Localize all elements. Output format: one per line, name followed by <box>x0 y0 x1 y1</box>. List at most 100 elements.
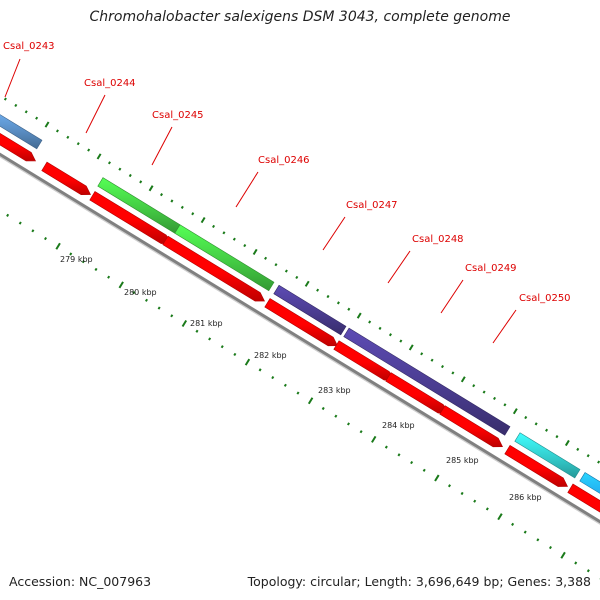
upper-tick <box>451 371 455 375</box>
upper-tick <box>356 312 362 319</box>
lower-tick <box>460 491 464 496</box>
lower-tick <box>397 453 401 457</box>
upper-tick <box>55 129 59 133</box>
lower-tick <box>346 422 350 426</box>
upper-tick <box>35 116 39 120</box>
cds-csal-0243 <box>0 132 36 162</box>
callout-line <box>4 58 21 98</box>
lower-tick <box>81 260 85 264</box>
upper-tick <box>586 454 590 458</box>
upper-tick <box>232 237 236 241</box>
upper-tick <box>170 199 174 203</box>
kbp-label: 279 kbp <box>60 255 93 264</box>
upper-tick <box>191 212 195 216</box>
upper-tick <box>180 205 184 209</box>
lower-tick <box>43 236 48 241</box>
lower-tick <box>384 445 388 449</box>
gene-features <box>0 114 600 513</box>
lower-tick <box>18 221 22 225</box>
lower-tick <box>321 406 325 411</box>
callout-line <box>235 171 259 208</box>
kbp-label: 281 kbp <box>190 319 223 328</box>
cds-csal-0249 <box>439 405 503 448</box>
gene-label: Csal_0250 <box>519 293 571 304</box>
upper-tick <box>252 248 258 256</box>
lower-tick <box>170 314 174 318</box>
kbp-tick-marks <box>3 97 600 580</box>
upper-tick <box>524 415 528 420</box>
lower-tick <box>371 435 377 443</box>
upper-tick <box>555 435 559 439</box>
lower-tick <box>485 507 489 511</box>
upper-tick <box>440 364 444 369</box>
kbp-label: 280 kbp <box>124 288 157 297</box>
upper-tick <box>482 390 486 394</box>
upper-tick <box>14 103 18 108</box>
upper-tick <box>545 428 549 432</box>
gene-csal-0250-feature <box>514 432 581 479</box>
lower-tick <box>523 530 527 534</box>
cds-csal-0247 <box>264 298 338 347</box>
upper-tick <box>326 294 330 299</box>
lower-tick <box>69 252 73 256</box>
kbp-label: 286 kbp <box>509 493 542 502</box>
kbp-label: 282 kbp <box>254 351 287 360</box>
upper-tick <box>460 376 466 383</box>
lower-tick <box>31 229 35 233</box>
lower-tick <box>560 551 566 559</box>
gene-label: Csal_0249 <box>465 263 517 274</box>
upper-tick <box>200 217 206 224</box>
lower-tick <box>447 484 451 488</box>
callout-line <box>440 279 464 314</box>
lower-tick <box>55 242 61 250</box>
gene-csal-0246-feature <box>174 224 275 292</box>
upper-tick <box>347 307 351 311</box>
upper-tick <box>222 231 226 235</box>
upper-tick <box>597 460 600 464</box>
lower-tick <box>283 383 287 387</box>
upper-tick <box>87 148 91 152</box>
lower-tick <box>586 569 590 573</box>
lower-tick <box>233 352 237 357</box>
gene-label: Csal_0248 <box>412 234 464 245</box>
topology-summary-text: Topology: circular; Length: 3,696,649 bp… <box>247 574 591 589</box>
upper-tick <box>274 263 278 267</box>
lower-tick <box>271 376 275 380</box>
upper-tick <box>430 358 434 362</box>
backbone-line <box>0 152 600 524</box>
kbp-labels: 279 kbp 280 kbp 281 kbp 282 kbp 283 kbp 284 k… <box>60 255 542 502</box>
gene-next-feature <box>579 472 600 494</box>
upper-tick <box>96 153 102 160</box>
lower-tick <box>208 337 212 341</box>
callout-line <box>387 250 411 284</box>
upper-tick <box>243 243 247 248</box>
map-title: Chromohalobacter salexigens DSM 3043, co… <box>89 9 511 25</box>
upper-tick <box>503 403 507 407</box>
upper-tick <box>576 447 580 451</box>
accession-text: Accession: NC_007963 <box>9 574 152 589</box>
lower-tick <box>258 368 262 372</box>
lower-tick <box>132 291 136 295</box>
upper-tick <box>564 439 570 447</box>
upper-tick <box>512 408 518 415</box>
upper-tick <box>316 288 320 292</box>
lower-tick <box>410 460 414 465</box>
gene-csal-0248-0249-feature <box>343 327 511 436</box>
upper-tick <box>284 269 288 273</box>
upper-tick <box>76 142 80 146</box>
kbp-label: 284 kbp <box>382 421 415 430</box>
callout-line <box>151 126 173 166</box>
kbp-label: 283 kbp <box>318 386 351 395</box>
lower-tick <box>244 358 251 366</box>
upper-tick <box>139 180 143 184</box>
upper-tick <box>493 396 497 401</box>
upper-tick <box>420 352 424 356</box>
upper-tick <box>264 256 268 260</box>
lower-tick <box>574 561 578 565</box>
upper-tick <box>472 384 476 388</box>
callout-line <box>492 309 517 344</box>
lower-tick <box>359 430 363 434</box>
lower-tick <box>195 329 199 333</box>
upper-tick <box>295 275 299 280</box>
